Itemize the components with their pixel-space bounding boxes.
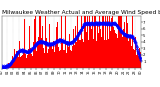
Text: Milwaukee Weather Actual and Average Wind Speed by Minute mph (Last 24 Hours): Milwaukee Weather Actual and Average Win… xyxy=(2,10,160,15)
